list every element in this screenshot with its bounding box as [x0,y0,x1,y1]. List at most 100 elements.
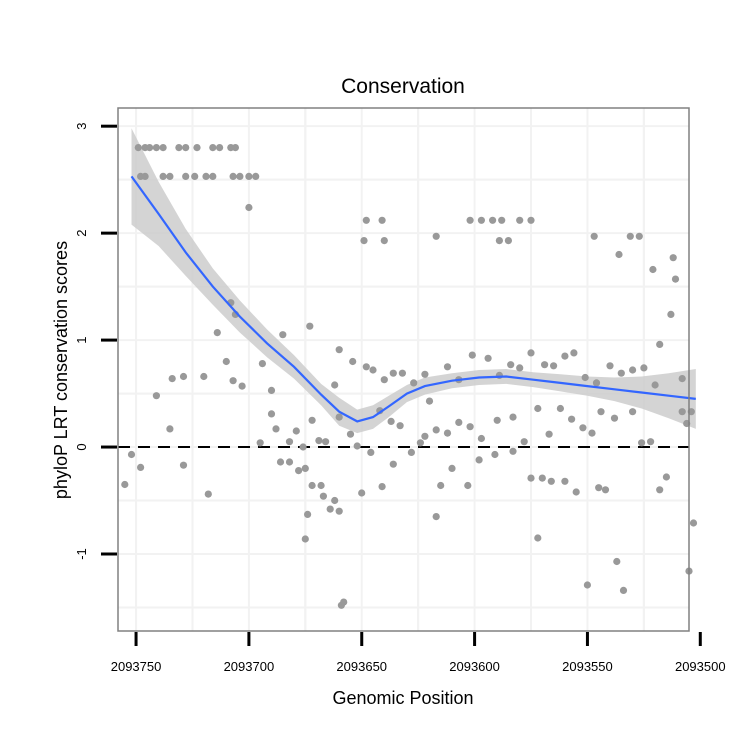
data-point [378,216,386,224]
data-point [209,144,217,152]
y-tick-label: -1 [74,548,89,560]
data-point [432,426,440,434]
data-point [601,486,610,494]
data-point [179,372,188,381]
data-point [335,507,343,515]
data-point [231,144,239,152]
x-tick-label: 2093650 [336,659,387,674]
data-point [595,484,603,492]
data-point [649,265,657,274]
data-point [509,447,517,455]
data-point [520,438,528,446]
data-point [127,450,136,459]
data-point [193,144,201,152]
data-point [252,172,260,180]
data-point [626,232,634,240]
x-tick-label: 2093600 [449,659,500,674]
data-point [615,250,623,259]
data-point [443,363,452,371]
data-point [238,382,246,390]
data-point [484,354,492,362]
data-point [466,216,474,224]
y-axis-label: phyloP LRT conservation scores [51,241,71,499]
data-point [613,557,621,566]
data-point [276,458,285,466]
data-point [590,232,598,240]
data-point [455,418,463,426]
data-point [432,232,440,240]
data-point [137,463,145,471]
data-point [353,442,361,450]
data-point [306,322,314,330]
smooth-curve [130,175,696,423]
data-point [279,331,287,339]
data-point [568,415,576,423]
confidence-band [131,128,696,434]
data-point [527,349,535,357]
data-point [285,458,294,466]
data-point [606,362,614,370]
data-point [640,364,648,372]
data-point [477,216,485,224]
data-point [245,172,253,180]
data-point [121,480,129,489]
data-point [651,381,659,389]
data-point [229,377,237,385]
data-point [182,172,190,180]
data-point [331,496,339,505]
data-point [416,439,424,447]
data-point [592,379,601,387]
x-axis-label: Genomic Position [332,688,473,708]
data-point [295,467,303,475]
x-axis: 2093750 2093700 2093650 2093600 2093550 20935… [111,632,726,674]
confidence-ribbon [131,128,696,434]
data-point [572,488,580,496]
data-point [308,416,316,424]
y-tick-label: 0 [74,443,89,450]
data-point [326,505,334,513]
data-point [437,481,445,490]
data-point [656,340,664,348]
data-point [619,586,628,595]
chart-title: Conservation [341,75,465,98]
data-point [629,366,637,374]
data-point [301,464,309,472]
data-point [468,351,476,359]
data-point [319,492,327,500]
data-point [410,379,418,387]
data-point [322,438,330,446]
data-point [134,144,142,152]
data-point [202,172,210,180]
data-point [369,366,377,374]
data-point [662,473,671,481]
data-point [421,432,429,440]
data-point [570,349,578,357]
smooth-line [130,175,696,423]
data-point [380,237,388,245]
data-point [448,464,456,472]
data-point [647,438,655,446]
data-point [191,172,199,180]
data-point [331,381,339,389]
x-tick-label: 2093550 [562,659,613,674]
data-point [561,477,569,485]
data-point [466,423,474,431]
data-point [200,372,208,381]
data-point [166,172,174,180]
data-point [538,474,546,482]
data-point [588,429,596,437]
data-point [678,375,686,383]
data-point [317,481,325,490]
y-tick-label: 3 [74,123,89,130]
data-point [267,410,276,418]
data-point [175,144,183,152]
panel-border [117,107,690,632]
data-point [545,430,553,438]
data-point [152,392,160,400]
data-point [335,346,343,354]
data-point [464,481,472,490]
data-point [669,254,677,262]
data-point [358,489,366,497]
data-point [421,370,429,378]
data-point [581,373,589,382]
